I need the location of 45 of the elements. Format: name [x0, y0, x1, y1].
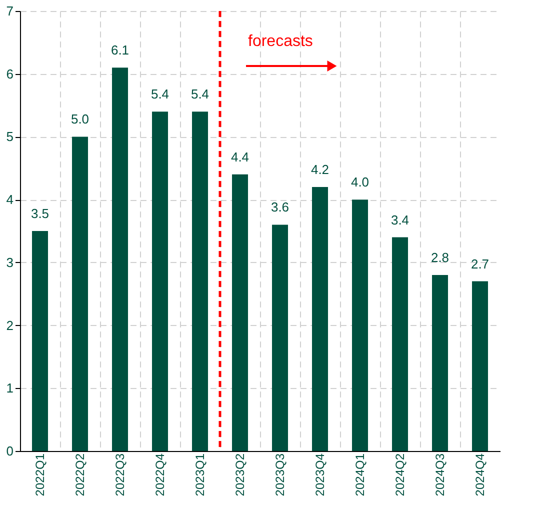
x-tick-label: 2023Q2 [233, 453, 247, 496]
data-label: 2.7 [470, 256, 490, 272]
bar [432, 275, 448, 451]
x-tick-label: 2023Q4 [313, 453, 327, 496]
bar [112, 68, 128, 451]
x-tick-label: 2024Q4 [473, 453, 487, 496]
y-tick-label: 6 [6, 66, 14, 82]
data-label: 4.2 [310, 162, 330, 177]
data-label: 3.6 [270, 200, 290, 215]
x-tick-label: 2022Q3 [113, 453, 127, 496]
data-label: 5.4 [150, 86, 170, 102]
y-tick-label: 4 [6, 192, 14, 208]
bar [72, 136, 88, 451]
y-tick-label: 3 [6, 254, 14, 270]
data-label: 4.0 [350, 174, 370, 190]
data-label: 2.8 [430, 250, 450, 265]
data-label: 3.4 [390, 212, 410, 228]
bar [32, 231, 48, 451]
y-tick-label: 5 [6, 129, 14, 144]
y-tick-label: 2 [6, 318, 14, 333]
x-tick-label: 2022Q1 [33, 453, 47, 496]
bar [352, 200, 368, 451]
bar [472, 281, 488, 451]
y-tick-label: 0 [6, 444, 14, 458]
x-tick-label: 2022Q4 [153, 453, 167, 496]
bar [392, 237, 408, 451]
bar [272, 224, 288, 451]
x-tick-label: 2024Q2 [393, 453, 407, 496]
x-tick-label: 2024Q1 [353, 453, 367, 496]
annotation: forecasts [248, 33, 313, 50]
x-tick-label: 2023Q3 [273, 453, 287, 496]
data-label: 5.0 [70, 112, 90, 127]
data-label: 5.4 [190, 86, 210, 102]
x-tick-label: 2024Q3 [433, 453, 447, 496]
data-label: 6.1 [110, 42, 130, 58]
data-label: 3.5 [30, 206, 50, 221]
data-label: 4.4 [230, 149, 250, 164]
x-tick-label: 2023Q1 [193, 453, 207, 496]
bar [152, 112, 168, 451]
bar [312, 187, 328, 451]
y-tick-label: 7 [6, 4, 14, 18]
bar [192, 112, 208, 451]
bar [232, 174, 248, 451]
y-tick-label: 1 [6, 380, 14, 396]
x-tick-label: 2022Q2 [73, 453, 87, 496]
